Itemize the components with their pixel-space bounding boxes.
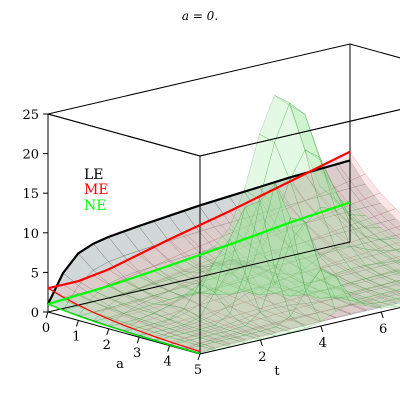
surface-ne-patch bbox=[395, 280, 400, 283]
y-axis-label: t bbox=[274, 364, 280, 379]
surfaces bbox=[47, 95, 400, 354]
bounding-box bbox=[47, 43, 400, 313]
x-tick-label: 2 bbox=[103, 338, 111, 353]
curve-ne-a0 bbox=[47, 201, 351, 306]
bounding-box-front bbox=[47, 109, 400, 355]
x-tick-mark bbox=[45, 311, 49, 319]
surface-me-patch bbox=[395, 268, 400, 273]
curve-ne-t0 bbox=[47, 303, 201, 355]
x-tick-label: 3 bbox=[133, 346, 141, 361]
z-tick-label: 15 bbox=[22, 187, 39, 202]
y-tick-label: 4 bbox=[319, 336, 327, 351]
y-tick-mark bbox=[259, 339, 263, 347]
surface-me-patch bbox=[395, 255, 400, 260]
z-tick-label: 25 bbox=[22, 108, 39, 123]
y-axis-line bbox=[199, 307, 400, 355]
x-tick-label: 4 bbox=[163, 355, 171, 370]
surface-le-patch bbox=[395, 272, 400, 277]
x-tick-mark bbox=[167, 345, 171, 352]
x-tick-label: 5 bbox=[194, 363, 202, 378]
surface-ne-patch bbox=[395, 270, 400, 274]
y-tick-mark bbox=[320, 325, 324, 333]
legend-me: ME bbox=[84, 182, 109, 198]
box-front-top-edges bbox=[47, 109, 400, 157]
x-tick-mark bbox=[106, 328, 110, 335]
curve-le-a0 bbox=[47, 159, 351, 305]
z-tick-label: 20 bbox=[22, 148, 39, 163]
boundary-curves bbox=[47, 150, 351, 355]
x-tick-label: 1 bbox=[72, 329, 80, 344]
z-tick-label: 5 bbox=[31, 266, 39, 281]
legend-ne: NE bbox=[84, 198, 106, 214]
x-tick-label: 0 bbox=[42, 321, 50, 336]
box-front-top-edges bbox=[47, 109, 400, 157]
y-tick-mark bbox=[380, 311, 384, 319]
curve-me-t0 bbox=[47, 287, 201, 353]
x-tick-mark bbox=[197, 353, 201, 361]
y-tick-label: 6 bbox=[379, 322, 387, 337]
surface-ne-patch bbox=[395, 297, 400, 301]
surface-ne-patch bbox=[395, 289, 400, 292]
surface-ne bbox=[47, 95, 400, 354]
surface-le-patch bbox=[395, 293, 400, 297]
y-tick-label: 2 bbox=[258, 350, 266, 365]
x-axis-line bbox=[47, 311, 201, 355]
surface-le-patch bbox=[395, 234, 400, 239]
curve-me-a0 bbox=[47, 150, 351, 290]
box-back-top-edges bbox=[47, 43, 400, 115]
x-tick-mark bbox=[75, 320, 79, 327]
box-back-floor-edge bbox=[47, 241, 351, 313]
surface-me-patch bbox=[395, 290, 400, 294]
x-axis-label: a bbox=[116, 357, 124, 372]
z-tick-label: 10 bbox=[22, 227, 39, 242]
surface-me-patch bbox=[395, 241, 400, 247]
z-tick-label: 0 bbox=[31, 306, 39, 321]
x-tick-mark bbox=[136, 337, 140, 344]
surface-le-patch bbox=[395, 283, 400, 287]
legend-le: LE bbox=[84, 167, 104, 183]
chart-title: a = 0. bbox=[182, 9, 218, 23]
axis-ticks: 0510152025012345246810 bbox=[22, 108, 387, 378]
